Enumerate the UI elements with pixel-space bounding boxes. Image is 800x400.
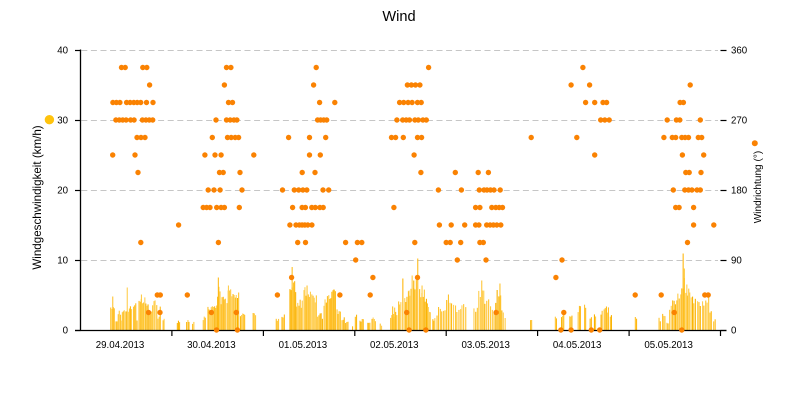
svg-text:180: 180 [731,186,748,197]
svg-text:Windgeschwindigkeit (km/h): Windgeschwindigkeit (km/h) [31,125,44,269]
svg-text:29.04.2013: 29.04.2013 [96,340,145,351]
svg-text:0: 0 [63,326,69,337]
svg-text:04.05.2013: 04.05.2013 [553,340,602,351]
svg-text:Windrichtung (°): Windrichtung (°) [753,151,764,223]
svg-text:10: 10 [57,256,68,267]
svg-text:Wind: Wind [382,9,415,25]
svg-text:05.05.2013: 05.05.2013 [644,340,693,351]
svg-text:30: 30 [57,116,68,127]
svg-text:02.05.2013: 02.05.2013 [370,340,419,351]
svg-text:90: 90 [731,256,742,267]
svg-text:0: 0 [731,326,737,337]
svg-text:270: 270 [731,116,748,127]
svg-text:01.05.2013: 01.05.2013 [279,340,328,351]
svg-text:20: 20 [57,186,68,197]
svg-text:40: 40 [57,46,68,57]
svg-text:360: 360 [731,46,748,57]
svg-text:03.05.2013: 03.05.2013 [461,340,510,351]
svg-text:30.04.2013: 30.04.2013 [187,340,236,351]
